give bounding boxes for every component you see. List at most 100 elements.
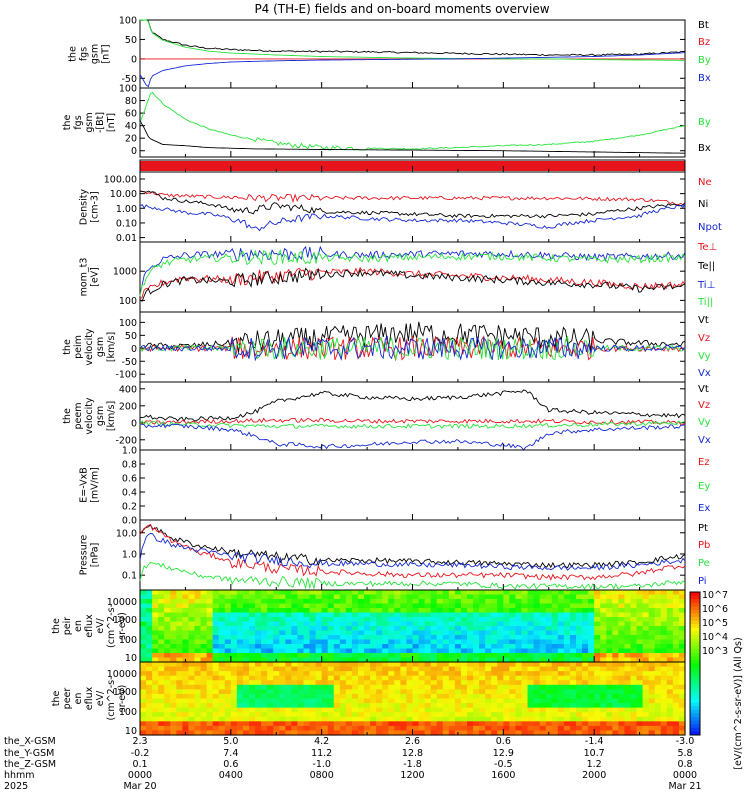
heatmap-cell [345,630,353,636]
heatmap-cell [563,662,571,668]
y-tick-label: 1000 [113,615,137,626]
heatmap-cell [582,630,589,636]
heatmap-cell [618,626,626,632]
heatmap-cell [539,684,547,690]
heatmap-cell [485,617,492,623]
heatmap-cell [249,617,256,623]
heatmap-cell [666,671,674,677]
heatmap-cell [448,684,456,690]
heatmap-cell [164,657,171,663]
heatmap-cell [460,639,468,645]
heatmap-cell [448,603,456,609]
heatmap-cell [630,684,638,690]
heatmap-cell [200,675,208,681]
heatmap-cell [454,662,462,668]
heatmap-cell [152,675,159,681]
heatmap-cell [236,594,244,600]
heatmap-cell [279,671,286,677]
heatmap-cell [321,630,329,636]
heatmap-cell [491,725,498,732]
heatmap-cell [678,653,686,659]
colorbar-cell [690,620,700,625]
heatmap-cell [242,698,250,704]
heatmap-cell [170,612,177,618]
heatmap-cell [642,671,650,677]
heatmap-cell [364,608,371,614]
heatmap-cell [242,644,250,650]
heatmap-cell [424,612,432,618]
y-tick-label: -50 [121,357,137,368]
heatmap-cell [569,653,577,659]
heatmap-cell [454,599,462,605]
heatmap-cell [521,608,529,614]
heatmap-cell [394,725,401,732]
y-tick: 10.0 [116,528,685,539]
heatmap-cell [479,644,486,650]
heatmap-cell [424,680,432,686]
heatmap-cell [509,648,517,654]
heatmap-cell [436,590,444,596]
heatmap-cell [485,698,492,704]
heatmap-cell [442,621,450,627]
heatmap-cell [594,684,601,690]
heatmap-cell [678,730,686,736]
heatmap-cell [255,635,262,641]
heatmap-cell [497,698,504,704]
heatmap-cell [382,671,389,677]
heatmap-cell [491,630,498,636]
heatmap-cell [303,657,311,663]
heatmap-cell [533,725,541,732]
heatmap-cell [140,639,147,645]
y-tick-label: 0.4 [122,488,137,499]
heatmap-cell [473,630,480,636]
heatmap-cell [654,608,662,614]
legend-entry: Vy [698,351,711,362]
heatmap-cell [594,626,601,632]
heatmap-cell [430,608,438,614]
heatmap-cell [351,680,359,686]
heatmap-cell [200,635,208,641]
y-tick: 0.1 [122,571,685,582]
heatmap-cell [612,639,619,645]
heatmap-cell [261,590,268,596]
heatmap-cell [412,621,420,627]
heatmap-cell [418,680,426,686]
heatmap-cell [376,671,383,677]
heatmap-cell [146,653,153,659]
y-tick-label: 100 [119,16,137,27]
heatmap-cell [600,693,607,700]
heatmap-cell [618,725,626,732]
heatmap-cell [460,648,468,654]
heatmap-cell [242,716,250,722]
heatmap-cell [436,626,444,632]
heatmap-cell [497,707,504,713]
heatmap-cell [224,725,232,732]
heatmap-cell [321,608,329,614]
colorbar-cell [690,642,700,647]
heatmap-cell [164,703,171,709]
heatmap-cell [557,703,565,709]
heatmap-cell [594,590,601,596]
heatmap-cell [236,662,244,668]
heatmap-cell [218,608,226,614]
heatmap-cell [442,594,450,600]
heatmap-cell [236,725,244,732]
heatmap-cell [364,666,371,672]
heatmap-cell [236,648,244,654]
x-row-value: -3.0 [676,736,695,747]
heatmap-cell [309,621,317,627]
heatmap-cell [576,707,583,713]
heatmap-cell [303,644,311,650]
heatmap-cell [400,684,408,690]
heatmap-cell [345,644,353,650]
heatmap-cell [261,671,268,677]
heatmap-cell [218,657,226,663]
heatmap-cell [666,612,674,618]
heatmap-cell [188,608,196,614]
heatmap-cell [460,662,468,668]
heatmap-cell [454,707,462,713]
heatmap-cell [479,725,486,732]
y-tick: 40 [125,121,685,132]
colorbar-cell [690,692,700,697]
heatmap-cell [557,599,565,605]
